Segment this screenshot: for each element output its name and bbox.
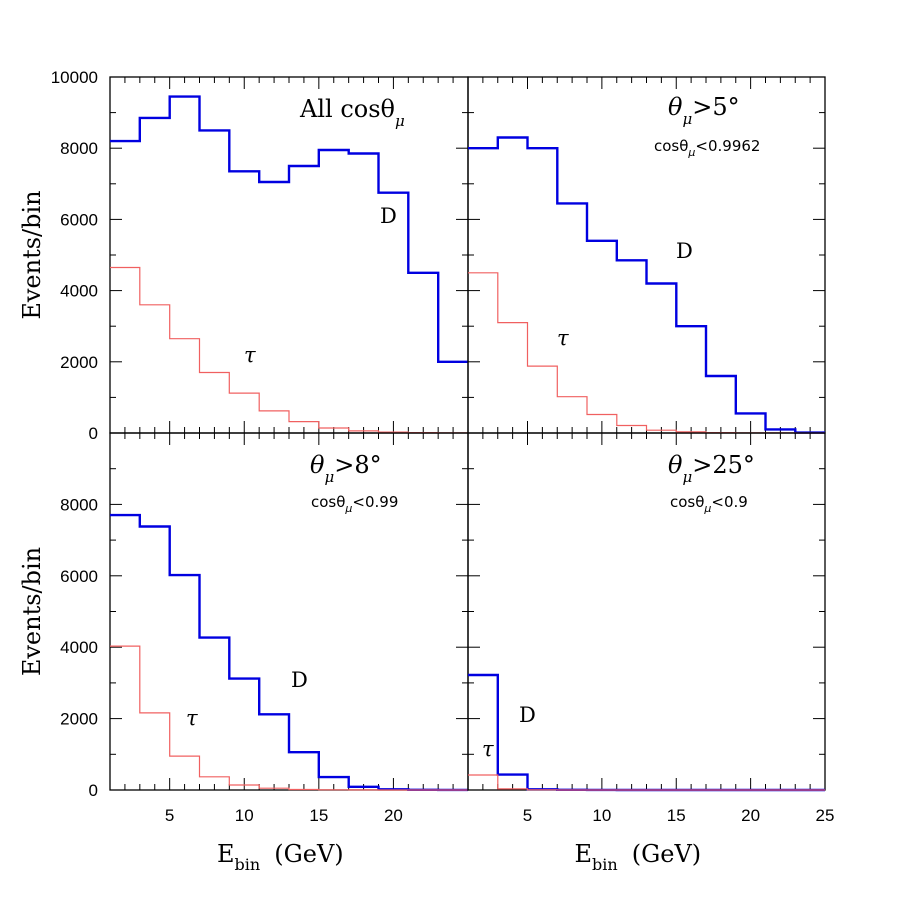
series-tau-histogram: [468, 774, 825, 791]
x-axis-title: Ebin (GeV): [217, 840, 344, 874]
panel-title-main: θ: [668, 93, 683, 121]
x-tick-label: 5: [165, 806, 174, 825]
panel-title-suffix: >8°: [334, 451, 381, 479]
x-tick-label: 15: [309, 806, 328, 825]
series-label-tau: τ: [482, 737, 494, 761]
panel-title: θμ>25°: [668, 451, 755, 486]
series-label-tau: τ: [244, 343, 256, 367]
x-tick-label: 10: [592, 806, 611, 825]
panel-frame: [467, 76, 826, 434]
y-tick-label: 0: [89, 424, 98, 443]
x-axis-title-subscript: bin: [592, 855, 618, 874]
y-tick-label: 4000: [60, 282, 98, 301]
y-tick-label: 10000: [51, 68, 98, 87]
series-tau-histogram: [110, 266, 468, 434]
panel-title-main: θ: [310, 451, 325, 479]
panel-subtitle: cosθμ<0.9: [670, 493, 748, 515]
x-axis-title-main: E: [575, 840, 593, 868]
x-axis-title-subscript: bin: [235, 855, 261, 874]
panel-subtitle-suffix: <0.9: [711, 493, 747, 511]
panel-title-main: All cosθ: [299, 95, 395, 123]
y-tick-label: 8000: [60, 495, 98, 514]
series-D-histogram: [468, 136, 825, 434]
y-tick-label: 0: [89, 781, 98, 800]
x-tick-label: 20: [384, 806, 403, 825]
y-tick-label: 6000: [60, 567, 98, 586]
series-label-D: D: [291, 668, 308, 692]
x-tick-label: 15: [667, 806, 686, 825]
series-D-histogram: [110, 513, 468, 792]
x-tick-label: 20: [741, 806, 760, 825]
series-D-histogram: [468, 673, 825, 792]
series-tau-histogram: [110, 645, 468, 791]
panel-title-subscript: μ: [395, 112, 405, 130]
y-axis-title: Events/bin: [18, 547, 46, 676]
panel-title-subscript: μ: [682, 468, 692, 486]
panel-title-subscript: μ: [682, 110, 692, 128]
y-tick-label: 6000: [60, 210, 98, 229]
series-tau-histogram: [468, 272, 825, 434]
series-label-tau: τ: [557, 326, 569, 350]
series-D-histogram: [110, 95, 468, 363]
x-tick-label: 5: [523, 806, 532, 825]
series-label-D: D: [676, 239, 693, 263]
panel-subtitle: cosθμ<0.9962: [654, 137, 760, 159]
series-label-tau: τ: [186, 706, 198, 730]
panel-subtitle-main: cosθ: [654, 137, 688, 155]
x-tick-label: 25: [816, 806, 835, 825]
series-label-D: D: [519, 703, 536, 727]
panel-subtitle-subscript: μ: [703, 502, 711, 515]
panel-frame: [467, 432, 826, 791]
x-axis-title: Ebin (GeV): [575, 840, 702, 874]
panel-subtitle-main: cosθ: [670, 493, 704, 511]
panel-title-subscript: μ: [324, 468, 334, 486]
panel-subtitle-suffix: <0.9962: [695, 137, 760, 155]
panel-title: θμ>8°: [310, 451, 382, 486]
y-axis-title: Events/bin: [18, 190, 46, 319]
x-axis-title-suffix: (GeV): [632, 840, 701, 868]
panel-subtitle-subscript: μ: [687, 146, 695, 159]
y-tick-label: 2000: [60, 353, 98, 372]
x-axis-title-suffix: (GeV): [274, 840, 343, 868]
panel-title-suffix: >25°: [692, 451, 755, 479]
panel-frame: [109, 76, 469, 434]
x-tick-label: 10: [235, 806, 254, 825]
panel-subtitle-main: cosθ: [311, 493, 345, 511]
y-tick-label: 8000: [60, 139, 98, 158]
panel-title-main: θ: [668, 451, 683, 479]
panel-subtitle: cosθμ<0.99: [311, 493, 398, 515]
panel-title: θμ>5°: [668, 93, 740, 128]
series-label-D: D: [380, 204, 397, 228]
panel-title: All cosθμ: [299, 95, 405, 130]
y-tick-label: 4000: [60, 638, 98, 657]
panel-top-left: 0 2000 4000 6000 8000 10000 Dτ All cosθμ Events/…: [18, 68, 469, 443]
panel-title-suffix: >5°: [692, 93, 739, 121]
panel-subtitle-subscript: μ: [344, 502, 352, 515]
panel-subtitle-suffix: <0.99: [352, 493, 398, 511]
y-tick-label: 2000: [60, 710, 98, 729]
x-axis-title-main: E: [217, 840, 235, 868]
